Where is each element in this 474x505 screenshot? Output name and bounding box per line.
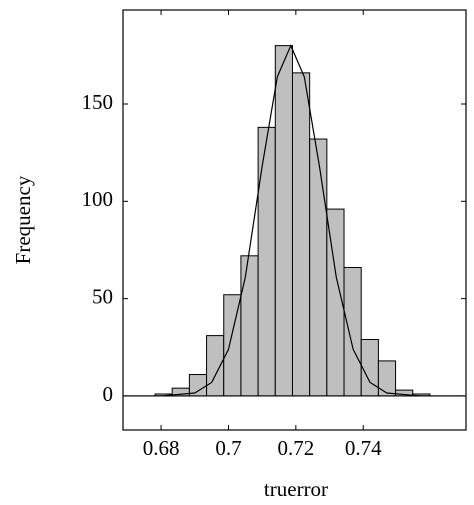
bar — [274, 45, 293, 397]
y-tick-label: 50 — [92, 284, 113, 308]
fit-curve — [124, 44, 465, 397]
y-axis-label: Frequency — [11, 175, 35, 264]
y-tick-label: 150 — [82, 90, 114, 114]
bar — [206, 335, 225, 397]
x-tick-label: 0.74 — [345, 436, 382, 460]
bar — [309, 138, 328, 397]
bar — [240, 255, 259, 397]
x-tick-label: 0.72 — [277, 436, 314, 460]
x-tick-label: 0.68 — [143, 436, 180, 460]
x-tick-label: 0.7 — [215, 436, 241, 460]
bar — [291, 72, 311, 397]
bar — [257, 126, 276, 397]
plot-frame — [122, 9, 467, 431]
bar — [377, 360, 397, 397]
bar — [326, 208, 345, 397]
y-tick-label: 100 — [82, 187, 114, 211]
bar — [360, 338, 379, 397]
y-tick-label: 0 — [103, 382, 114, 406]
bar — [223, 294, 242, 397]
bar — [343, 266, 362, 397]
x-axis-label: truerror — [264, 477, 328, 501]
